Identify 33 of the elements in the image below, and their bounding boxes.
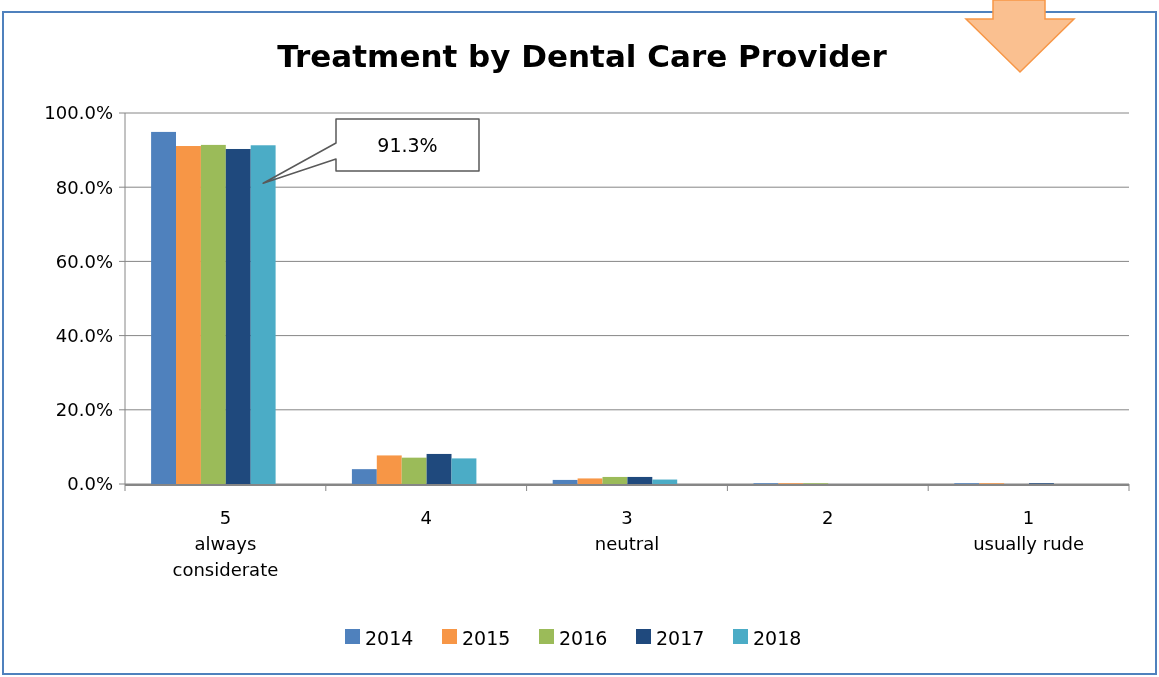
y-tick-label: 20.0%: [55, 399, 113, 421]
chart-title: Treatment by Dental Care Provider: [277, 38, 888, 74]
legend-label: 2015: [462, 626, 511, 649]
bar: [451, 458, 477, 484]
bar: [176, 146, 201, 484]
bar: [225, 148, 251, 484]
y-tick-label: 80.0%: [55, 176, 113, 198]
annotation: 91.3%: [377, 133, 438, 156]
bar: [401, 457, 427, 484]
bar: [552, 479, 578, 484]
bar: [250, 145, 276, 484]
legend-label: 2017: [656, 626, 705, 649]
y-tick-label: 40.0%: [55, 324, 113, 346]
x-tick-label: 3 neutral: [594, 507, 660, 554]
bar: [426, 453, 452, 484]
bar: [602, 476, 628, 484]
bar: [376, 455, 402, 484]
y-tick-label: 100.0%: [44, 102, 113, 124]
legend-label: 2014: [365, 626, 414, 649]
bar: [627, 476, 653, 484]
y-tick-label: 0.0%: [67, 473, 113, 495]
bar: [652, 479, 678, 484]
bar: [577, 478, 603, 484]
bar: [200, 144, 226, 484]
y-tick-label: 60.0%: [55, 250, 113, 272]
x-tick-label: 5 always considerate: [172, 507, 279, 580]
x-tick-label: 2: [822, 507, 834, 528]
bar: [351, 469, 377, 484]
x-tick-label: 4: [420, 507, 432, 528]
legend-label: 2018: [753, 626, 802, 649]
x-tick-label: 1 usually rude: [973, 507, 1085, 554]
bar: [151, 131, 176, 484]
legend-label: 2016: [559, 626, 608, 649]
